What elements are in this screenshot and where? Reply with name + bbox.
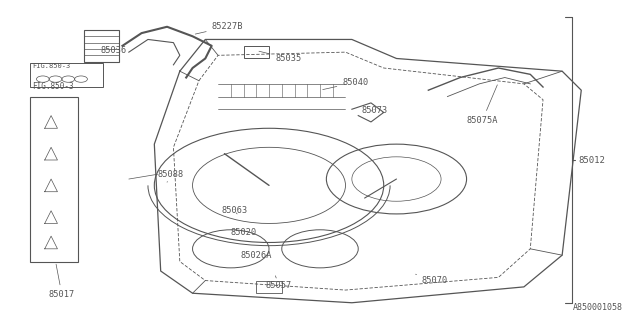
Text: FIG.850-3: FIG.850-3 bbox=[32, 63, 70, 69]
Text: FIG.850-3: FIG.850-3 bbox=[32, 82, 74, 91]
Text: 85057: 85057 bbox=[266, 276, 292, 290]
FancyBboxPatch shape bbox=[30, 63, 103, 87]
Bar bbox=[244, 46, 269, 59]
Text: 85017: 85017 bbox=[49, 264, 75, 299]
Bar bbox=[256, 281, 282, 293]
Text: 85036: 85036 bbox=[100, 46, 127, 55]
Text: 85035: 85035 bbox=[259, 51, 301, 63]
Text: 85063: 85063 bbox=[221, 206, 248, 215]
Text: 85075A: 85075A bbox=[467, 85, 498, 125]
Text: 85070: 85070 bbox=[415, 274, 448, 285]
Text: 85026A: 85026A bbox=[241, 251, 272, 260]
Text: 85012: 85012 bbox=[578, 156, 605, 164]
Text: A850001058: A850001058 bbox=[573, 303, 623, 312]
FancyBboxPatch shape bbox=[84, 30, 119, 62]
Text: 85020: 85020 bbox=[231, 228, 257, 237]
Text: 85073: 85073 bbox=[362, 106, 388, 115]
Text: 85040: 85040 bbox=[323, 78, 369, 90]
Text: 85227B: 85227B bbox=[195, 22, 243, 34]
Text: 85088: 85088 bbox=[157, 170, 184, 182]
FancyBboxPatch shape bbox=[30, 97, 78, 261]
